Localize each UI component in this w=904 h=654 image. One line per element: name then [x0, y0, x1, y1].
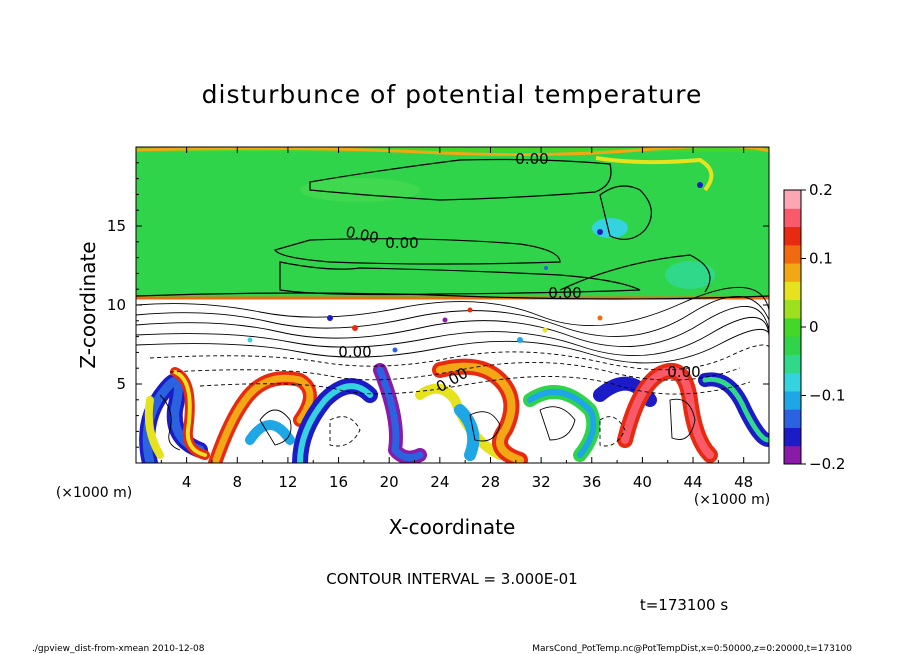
x-unit-label: (×1000 m) — [694, 492, 770, 508]
colorbar-swatch — [784, 244, 801, 264]
x-axis: 4 8 12 16 20 24 28 32 36 40 44 48 — [160, 147, 753, 491]
colorbar-tick-label: −0.1 — [809, 387, 845, 405]
mixing-band — [136, 297, 769, 355]
y-axis: 5 10 15 — [107, 162, 769, 448]
contour-label: 0.00 — [338, 343, 371, 361]
colorbar-tick-label: −0.2 — [809, 455, 845, 473]
upper-layer-field — [136, 147, 769, 297]
footer-right: MarsCond_PotTemp.nc@PotTempDist,x=0:5000… — [532, 644, 852, 654]
mixing-contours — [136, 286, 769, 451]
colorbar-swatch — [784, 263, 801, 282]
top-streak — [136, 147, 769, 152]
colorbar-ticks: 0.2 0.1 0 −0.1 −0.2 — [801, 181, 845, 473]
colorbar-swatch — [784, 354, 801, 374]
x-tick-label: 8 — [233, 473, 243, 491]
colorbar-swatch — [784, 317, 801, 337]
y-tick-label: 15 — [107, 217, 126, 235]
x-tick-label: 24 — [430, 473, 449, 491]
colorbar-tick-label: 0 — [809, 318, 819, 336]
x-tick-label: 28 — [481, 473, 500, 491]
contour-label: 0.00 — [385, 234, 418, 252]
colorbar-swatch — [784, 281, 801, 301]
upper-patch-a — [300, 178, 420, 202]
contour-lines — [136, 158, 769, 300]
x-tick-label: 48 — [734, 473, 753, 491]
x-tick-label: 16 — [329, 473, 348, 491]
contour-label: 0.00 — [667, 363, 700, 381]
colorbar-swatch — [784, 208, 801, 228]
x-tick-label: 32 — [532, 473, 551, 491]
plot-area — [136, 147, 769, 463]
x-tick-label: 44 — [683, 473, 702, 491]
footer-left: ./gpview_dist-from-xmean 2010-12-08 — [32, 644, 205, 654]
colorbar-swatch — [784, 445, 801, 465]
time-label: t=173100 s — [640, 596, 728, 614]
colorbar-swatch — [784, 226, 801, 246]
colorbar-swatch — [784, 190, 801, 209]
warm-streak-right — [595, 156, 714, 192]
contour-label: 0.00 — [515, 150, 548, 168]
x-tick-label: 12 — [278, 473, 297, 491]
colorbar-swatch — [784, 390, 801, 410]
y-tick-label: 5 — [116, 375, 126, 393]
colorbar-swatch — [784, 372, 801, 392]
contour-interval: CONTOUR INTERVAL = 3.000E-01 — [326, 570, 577, 588]
y-axis-label: Z-coordinate — [76, 241, 100, 368]
colorbar-swatch — [784, 427, 801, 447]
colorbar — [783, 189, 802, 465]
colorbar-tick-label: 0.1 — [809, 250, 833, 268]
z-unit-label: (×1000 m) — [56, 485, 132, 501]
colorbar-tick-label: 0.2 — [809, 181, 833, 199]
x-tick-label: 36 — [582, 473, 601, 491]
colorbar-swatch — [784, 299, 801, 319]
contour-label: 0.00 — [548, 284, 581, 302]
top-warm-streak — [136, 147, 769, 157]
x-tick-label: 4 — [182, 473, 192, 491]
x-axis-label: X-coordinate — [389, 515, 516, 539]
x-tick-label: 40 — [633, 473, 652, 491]
y-tick-label: 10 — [107, 296, 126, 314]
upper-patch-b — [665, 261, 715, 289]
speckles — [247, 182, 703, 353]
x-tick-label: 20 — [380, 473, 399, 491]
colorbar-swatch — [784, 409, 801, 428]
colorbar-swatch — [784, 336, 801, 355]
chart-title: disturbunce of potential temperature — [202, 80, 703, 109]
